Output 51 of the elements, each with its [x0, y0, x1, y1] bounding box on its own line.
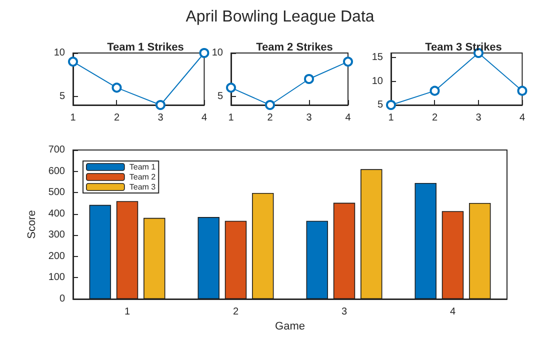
y-tick-label: 5	[377, 100, 384, 110]
x-tick-label: 2	[267, 112, 274, 124]
point	[430, 86, 440, 96]
x-tick-label: 1	[388, 112, 394, 124]
point	[226, 82, 236, 93]
x-tick-label: 3	[341, 306, 348, 318]
point	[304, 74, 314, 84]
chart-title: Team 2 Strikes	[256, 42, 333, 54]
y-tick-label: 700	[48, 144, 66, 156]
x-tick-label: 2	[432, 112, 438, 124]
chart-title: Team 1 Strikes	[107, 42, 184, 54]
x-tick-label: 1	[70, 112, 76, 124]
y-tick-label: 10	[212, 48, 224, 58]
y-tick-label: 100	[48, 272, 66, 284]
y-tick-label: 200	[48, 250, 66, 262]
y-tick-label: 15	[372, 52, 384, 64]
text: April Bowling League Data	[186, 8, 374, 26]
x-tick-label: 3	[476, 112, 482, 124]
point	[343, 56, 353, 67]
x-tick-label: 2	[114, 112, 120, 124]
x-tick-label: 4	[519, 112, 526, 124]
y-tick-label: 500	[48, 187, 66, 198]
point	[517, 86, 528, 96]
x-tick-label: 3	[306, 112, 312, 124]
point	[155, 100, 166, 110]
y-tick-label: 0	[59, 294, 66, 304]
y-tick-label: 400	[48, 208, 66, 220]
y-tick-label: 300	[48, 230, 66, 241]
x-tick-label: 1	[124, 306, 130, 318]
y-tick-label: 10	[54, 48, 66, 58]
y-tick-label: 600	[48, 166, 66, 177]
x-tick-label: 4	[345, 112, 352, 124]
y-tick-label: 10	[372, 76, 384, 87]
legend-label: Team 2	[129, 172, 156, 182]
point	[386, 100, 396, 110]
point	[199, 48, 210, 58]
legend-label: Team 3	[129, 182, 156, 192]
x-tick-label: 4	[450, 306, 456, 318]
point	[68, 56, 78, 67]
x-tick-label: 2	[232, 306, 239, 318]
x-tick-label: 4	[201, 112, 208, 124]
y-tick-label: 5	[59, 90, 66, 102]
y-axis-title: Score	[26, 210, 38, 239]
point	[265, 100, 275, 110]
legend-label: Team 1	[129, 162, 156, 172]
chart-title: Team 3 Strikes	[425, 42, 502, 54]
x-tick-label: 3	[158, 112, 164, 124]
x-tick-label: 1	[228, 112, 234, 124]
x-axis-title: Game	[275, 320, 305, 332]
y-tick-label: 5	[217, 90, 224, 102]
point	[112, 82, 122, 93]
